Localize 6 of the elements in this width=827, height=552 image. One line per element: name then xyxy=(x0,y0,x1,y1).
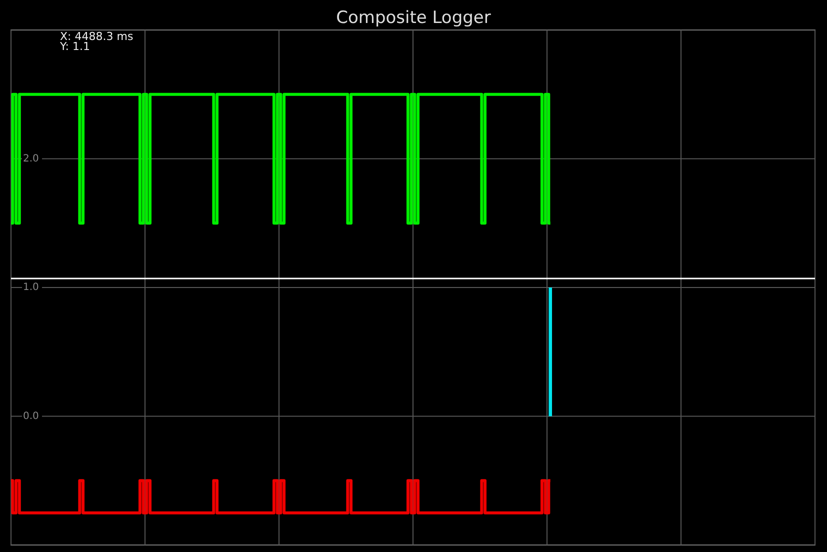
y-tick-label: 2.0 xyxy=(23,153,39,164)
y-tick-label: 0.0 xyxy=(23,410,39,422)
annotation: Y: 1.1 xyxy=(59,40,90,53)
chart-title: Composite Logger xyxy=(336,8,491,28)
y-tick-label: 1.0 xyxy=(23,282,39,293)
annotation: X: 4488.3 ms xyxy=(60,30,134,43)
